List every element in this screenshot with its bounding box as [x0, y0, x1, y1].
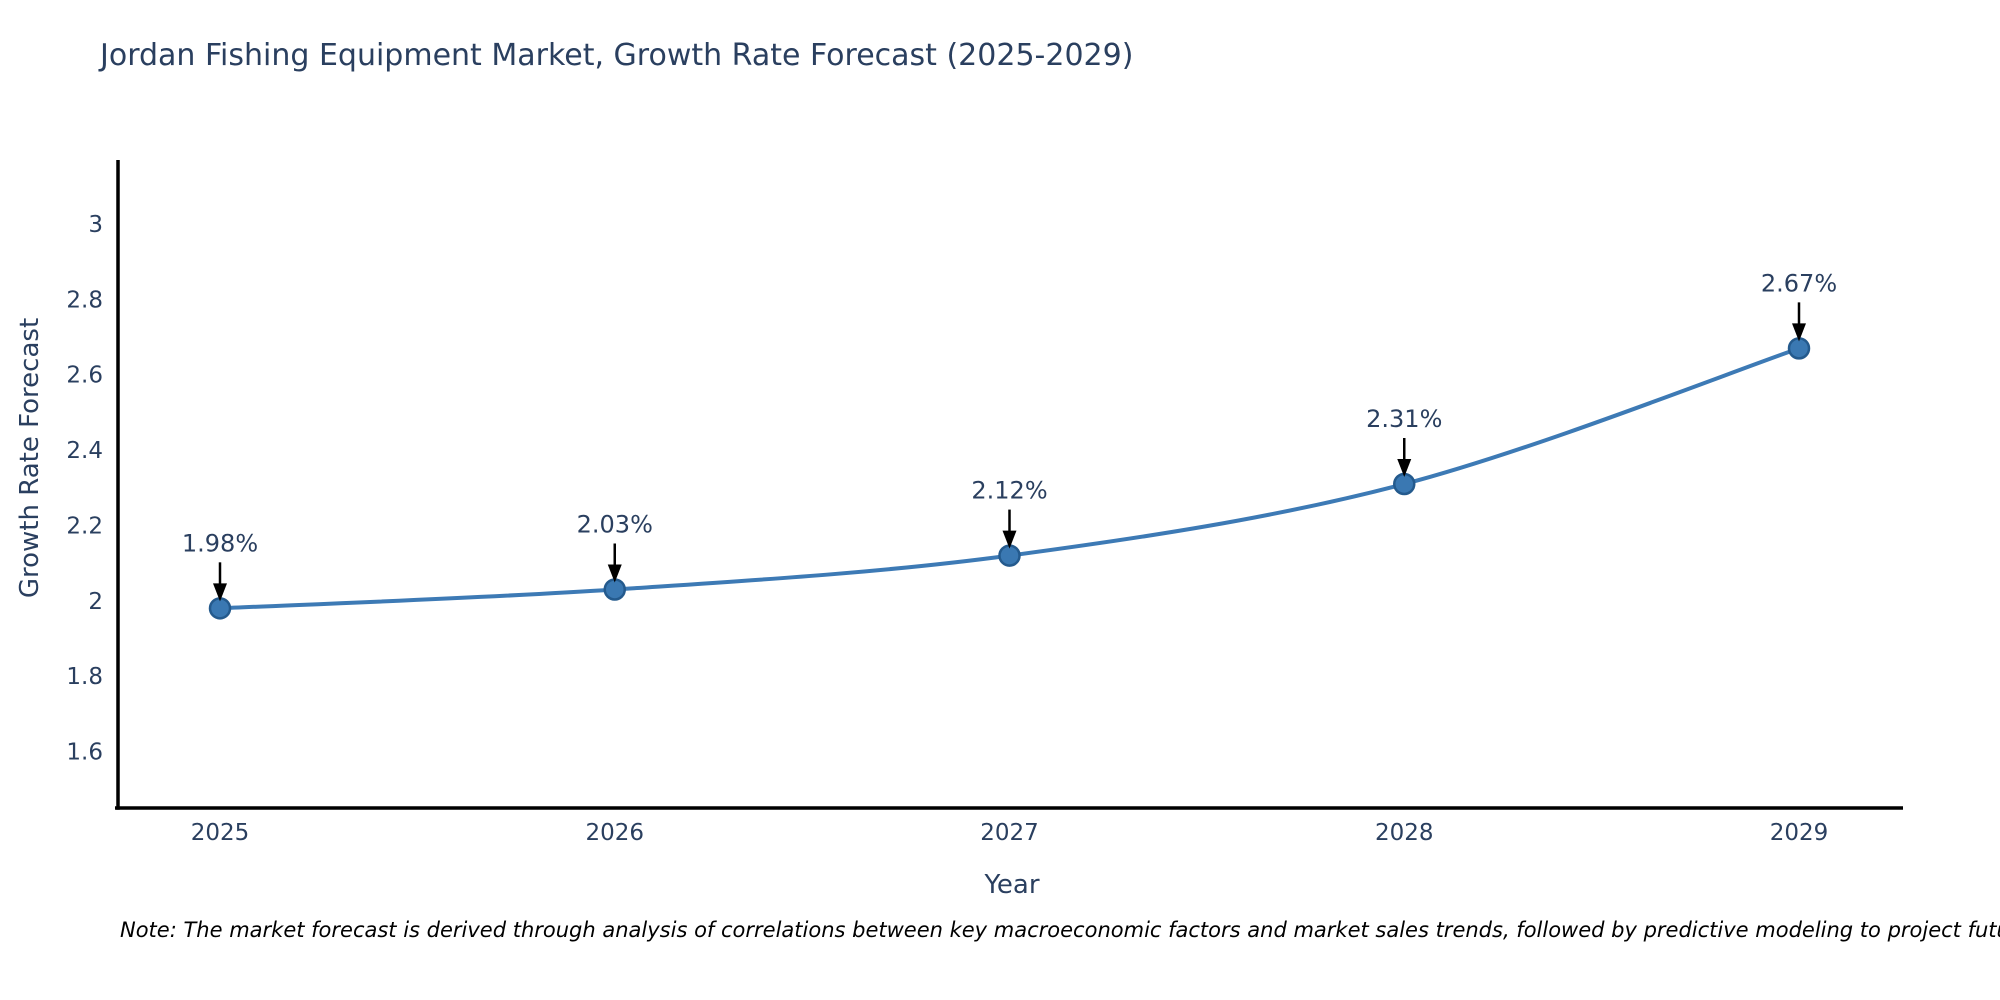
y-tick-label: 1.6	[66, 739, 103, 765]
data-point-label: 2.31%	[1366, 405, 1442, 433]
x-tick-label: 2026	[585, 820, 644, 846]
chart-title: Jordan Fishing Equipment Market, Growth …	[100, 38, 1134, 73]
data-point-label: 2.67%	[1761, 269, 1837, 297]
data-point-label: 2.12%	[971, 477, 1047, 505]
x-axis-label: Year	[984, 870, 1040, 900]
x-tick-label: 2027	[980, 820, 1039, 846]
annotation-arrowhead-icon	[1792, 323, 1806, 342]
x-tick-label: 2025	[191, 820, 250, 846]
y-tick-label: 2.2	[66, 513, 103, 539]
y-tick-label: 2	[88, 589, 103, 615]
data-point-label: 2.03%	[577, 510, 653, 538]
y-tick-label: 2.6	[66, 363, 103, 389]
data-point-label: 1.98%	[182, 529, 258, 557]
annotation-arrowhead-icon	[213, 583, 227, 602]
y-axis-label: Growth Rate Forecast	[15, 317, 45, 599]
y-tick-label: 3	[88, 212, 103, 238]
y-tick-label: 1.8	[66, 664, 103, 690]
chart-note: Note: The market forecast is derived thr…	[120, 918, 2000, 942]
y-tick-label: 2.4	[66, 438, 103, 464]
y-tick-label: 2.8	[66, 287, 103, 313]
x-tick-label: 2028	[1375, 820, 1434, 846]
annotation-arrowhead-icon	[1397, 459, 1412, 477]
x-tick-label: 2029	[1770, 820, 1829, 846]
annotation-arrowhead-icon	[1002, 530, 1017, 549]
annotation-arrowhead-icon	[607, 564, 622, 583]
